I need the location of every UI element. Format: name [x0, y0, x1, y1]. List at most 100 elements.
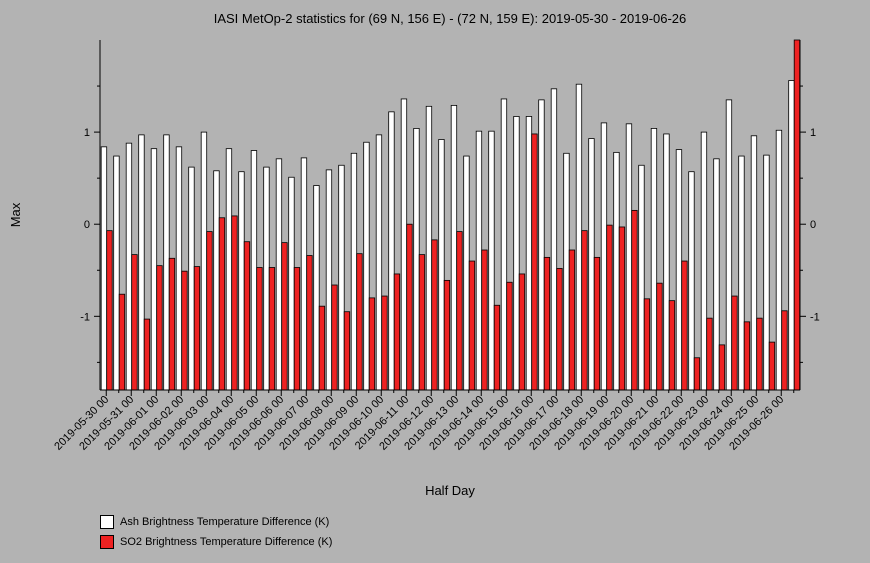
so2-bar-26	[431, 239, 438, 391]
ash-bar-30	[475, 130, 483, 391]
so2-bar-31	[493, 304, 501, 391]
so2-bar-12	[256, 267, 263, 391]
ash-bar-24	[400, 98, 408, 391]
ash-bar-17	[313, 185, 320, 391]
so2-bar-38	[581, 230, 588, 391]
so2-bar-52	[756, 317, 763, 391]
so2-bar-40	[606, 224, 613, 391]
so2-bar-45	[668, 300, 676, 391]
ash-bar-19	[338, 164, 345, 391]
so2-bar-32	[506, 281, 513, 391]
so2-bar-13	[268, 267, 276, 391]
y-tick-label-right: -1	[810, 311, 820, 323]
so2-bar-5	[168, 257, 176, 391]
ash-bar-48	[700, 131, 708, 391]
ash-bar-9	[213, 170, 220, 391]
ash-bar-38	[575, 83, 583, 391]
so2-bar-18	[331, 284, 338, 391]
so2-bar-46	[681, 260, 688, 391]
so2-bar-39	[593, 256, 601, 391]
ash-bar-55	[788, 80, 795, 391]
so2-bar-15	[293, 267, 301, 391]
legend-swatch-so2	[100, 535, 114, 549]
ash-bar-32	[500, 98, 508, 391]
ash-bar-21	[363, 141, 370, 391]
ash-bar-39	[588, 138, 595, 391]
y-axis-label: Max	[8, 202, 23, 227]
ash-bar-20	[350, 152, 358, 391]
so2-bar-0	[106, 230, 113, 391]
ash-bar-4	[150, 148, 158, 391]
ash-bar-14	[275, 158, 283, 391]
so2-bar-47	[693, 357, 701, 391]
so2-bar-20	[356, 253, 363, 391]
so2-bar-1	[118, 293, 126, 391]
ash-bar-27	[438, 139, 445, 391]
so2-bar-24	[406, 223, 413, 391]
legend-item-ash: Ash Brightness Temperature Difference (K…	[100, 512, 332, 532]
ash-bar-15	[288, 176, 295, 391]
bars-group	[100, 39, 801, 391]
y-tick-label-left: 1	[84, 127, 90, 139]
so2-bar-14	[281, 242, 288, 391]
so2-bar-53	[768, 341, 776, 391]
ash-bar-28	[450, 104, 458, 391]
ash-bar-53	[763, 154, 770, 391]
so2-bar-8	[206, 231, 213, 391]
legend-swatch-ash	[100, 515, 114, 529]
so2-bar-6	[181, 270, 188, 391]
ash-bar-41	[613, 151, 620, 391]
ash-bar-34	[525, 116, 533, 391]
so2-bar-43	[643, 298, 651, 391]
so2-bar-49	[718, 344, 726, 391]
ash-bar-3	[138, 134, 145, 391]
ash-bar-35	[538, 99, 545, 391]
ash-bar-18	[325, 169, 333, 391]
ash-bar-5	[163, 134, 170, 391]
ash-bar-6	[175, 146, 183, 391]
ash-bar-47	[688, 171, 695, 391]
so2-bar-50	[731, 295, 738, 391]
so2-bar-34	[531, 133, 538, 391]
ash-bar-2	[125, 142, 133, 391]
so2-bar-3	[143, 318, 151, 391]
so2-bar-11	[243, 241, 251, 391]
ash-bar-33	[513, 116, 520, 391]
ash-bar-7	[188, 166, 195, 391]
so2-bar-4	[156, 265, 163, 391]
so2-bar-23	[393, 273, 401, 391]
so2-bar-22	[381, 295, 388, 391]
legend: Ash Brightness Temperature Difference (K…	[100, 512, 332, 552]
legend-label-so2: SO2 Brightness Temperature Difference (K…	[120, 536, 333, 548]
so2-bar-25	[418, 254, 426, 391]
x-axis-label: Half Day	[425, 483, 475, 498]
so2-bar-28	[456, 231, 463, 391]
so2-bar-48	[706, 317, 713, 391]
ash-bar-40	[600, 122, 608, 391]
so2-bar-10	[231, 215, 238, 391]
ash-bar-8	[200, 131, 208, 391]
so2-bar-29	[468, 260, 476, 391]
ash-bar-29	[463, 155, 470, 391]
y-tick-label-right: 1	[810, 127, 816, 139]
so2-bar-36	[556, 268, 563, 391]
so2-bar-17	[318, 305, 326, 391]
so2-bar-55	[793, 39, 801, 391]
so2-bar-27	[443, 279, 451, 391]
so2-bar-21	[368, 297, 376, 391]
ash-bar-26	[425, 105, 433, 391]
legend-label-ash: Ash Brightness Temperature Difference (K…	[120, 516, 330, 528]
ash-bar-0	[100, 146, 108, 391]
ash-bar-42	[625, 123, 633, 391]
ash-bar-54	[775, 129, 783, 391]
ash-bar-25	[413, 128, 420, 391]
y-tick-label-right: 0	[810, 219, 816, 231]
so2-bar-30	[481, 249, 488, 391]
ash-bar-10	[225, 148, 233, 391]
ash-bar-51	[738, 155, 745, 391]
ash-bar-43	[638, 164, 645, 391]
so2-bar-37	[568, 249, 576, 391]
ash-bar-49	[713, 158, 720, 391]
ash-bar-1	[113, 155, 120, 391]
ash-bar-11	[238, 171, 245, 391]
